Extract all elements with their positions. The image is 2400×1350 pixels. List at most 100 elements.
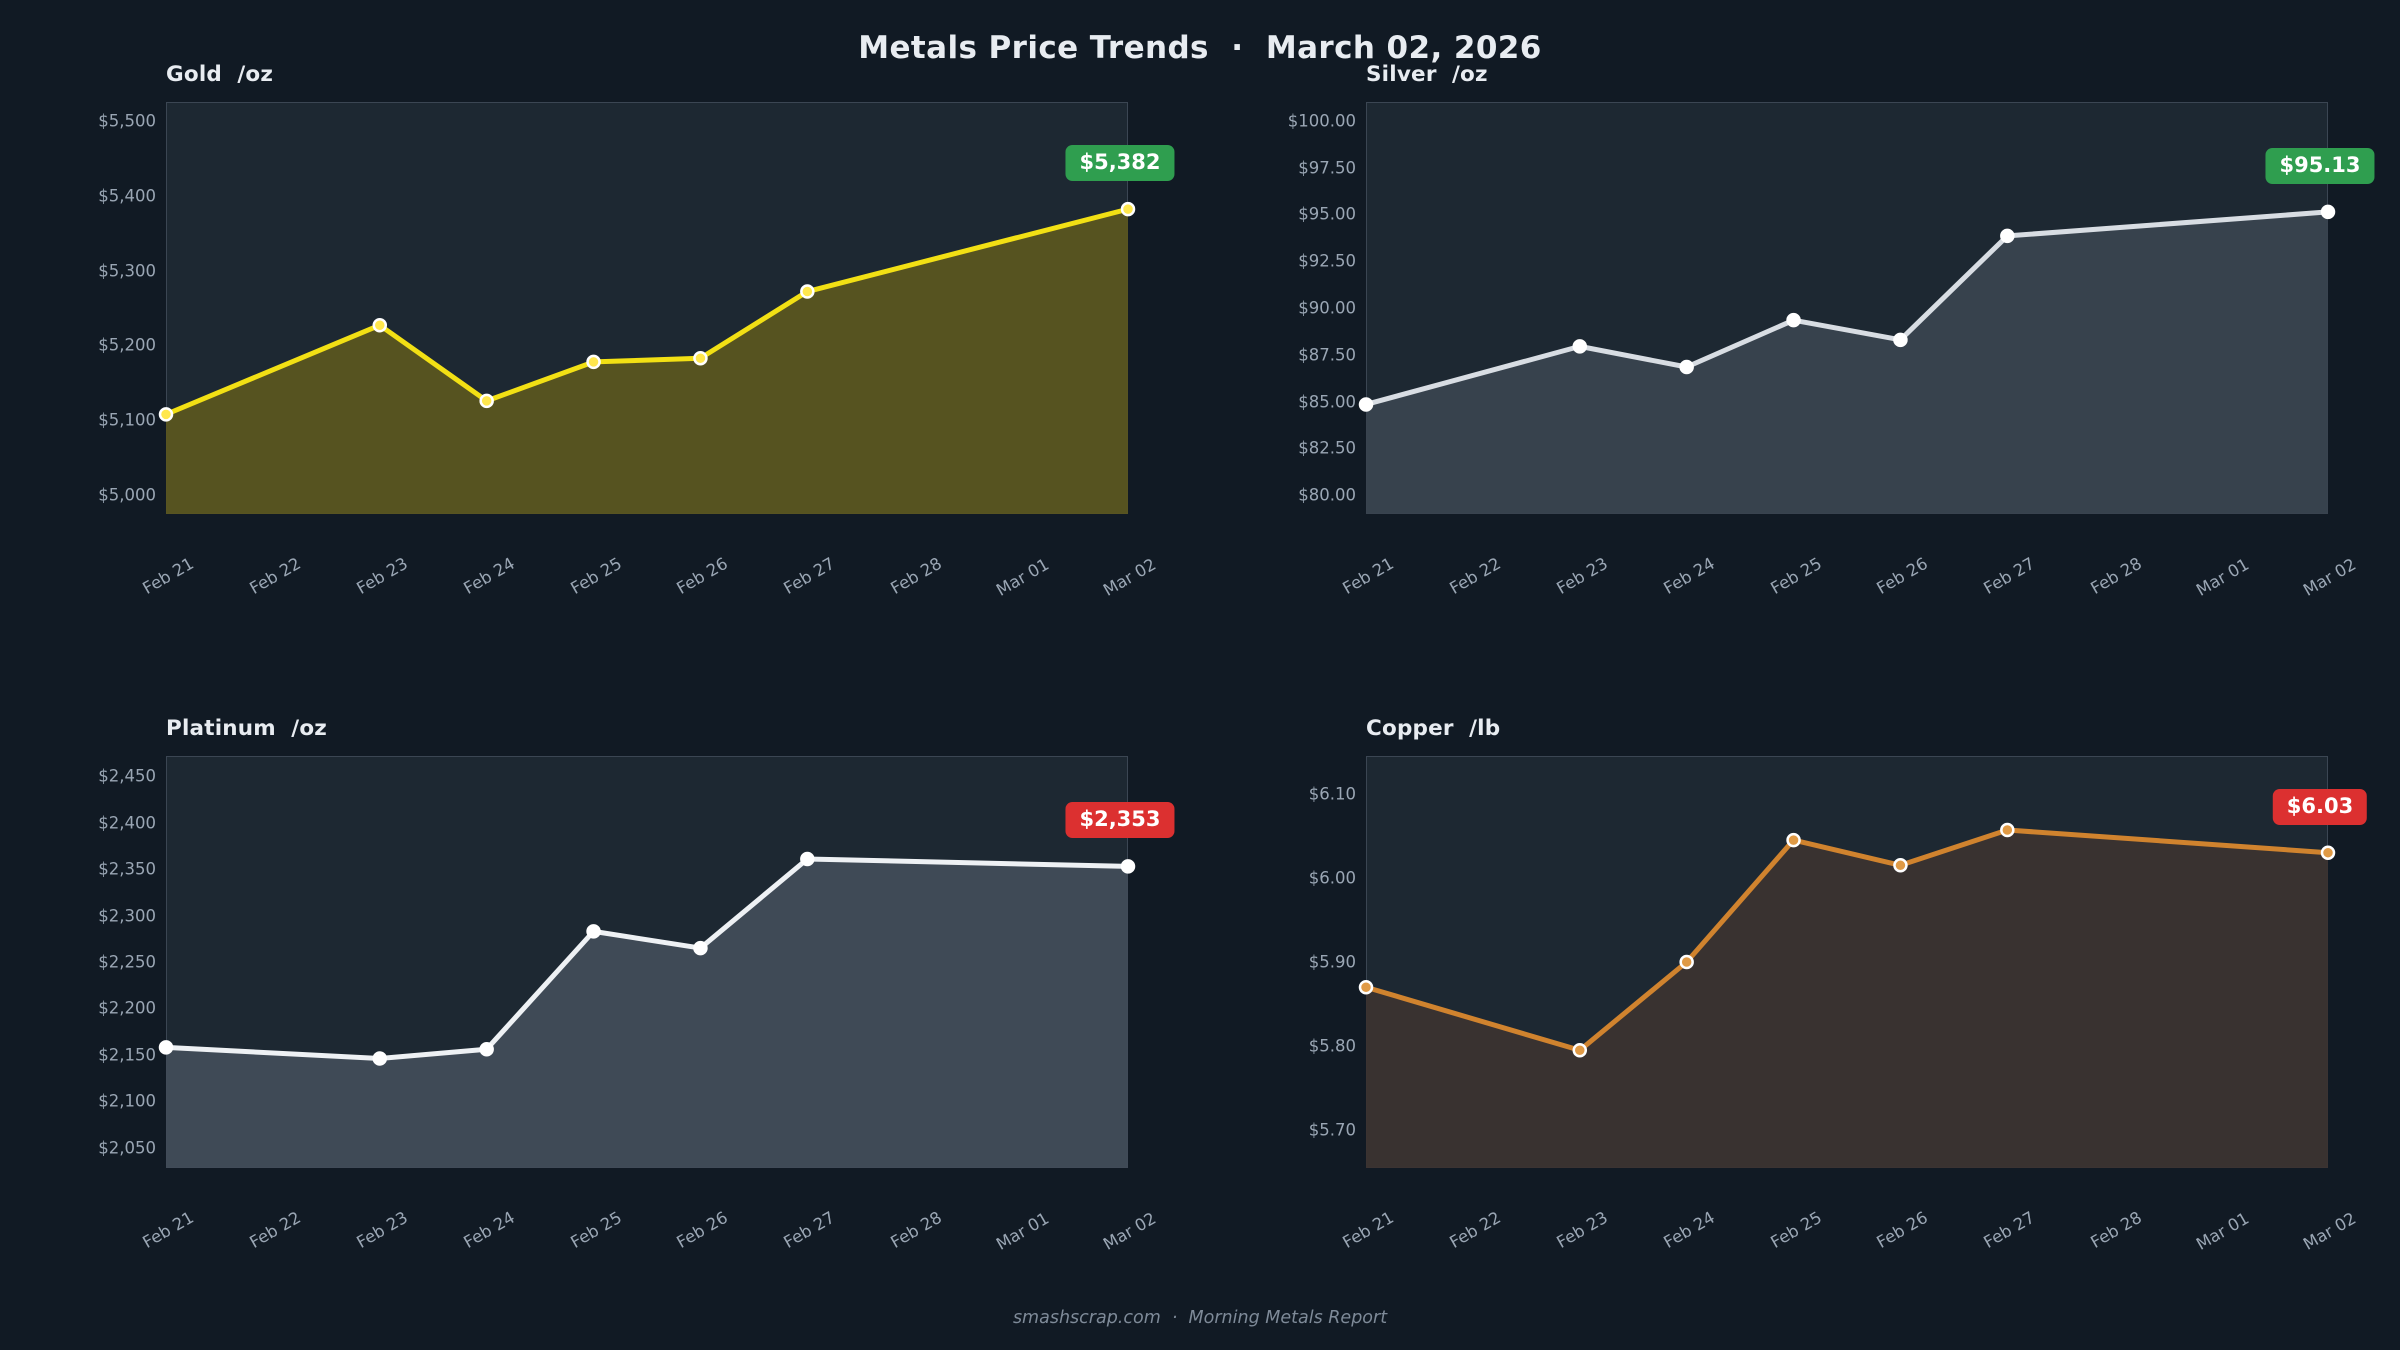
- x-tick-label: Mar 02: [1099, 1208, 1160, 1254]
- panel-title-silver: Silver /oz: [1366, 62, 1488, 87]
- x-tick-label: Feb 21: [139, 553, 197, 598]
- last-value-badge-platinum: $2,353: [1065, 802, 1175, 839]
- last-value-badge-silver: $95.13: [2265, 147, 2375, 184]
- series-layer-copper: [1358, 822, 2336, 1168]
- data-point-marker[interactable]: [800, 851, 815, 867]
- series-layer-gold: [158, 201, 1136, 514]
- x-tick-label: Mar 01: [993, 1208, 1053, 1254]
- data-point-marker[interactable]: [2000, 822, 2015, 838]
- y-tick-label: $5,100: [98, 410, 156, 430]
- data-point-marker[interactable]: [372, 1051, 388, 1066]
- page-title: Metals Price Trends · March 02, 2026: [858, 30, 1542, 66]
- x-tick-label: Feb 24: [1660, 553, 1718, 598]
- x-tick-label: Mar 01: [993, 554, 1053, 600]
- plot-area-copper: $5.70 $5.80 $5.90 $6.00 $6.10 Feb 21 Feb 22 Feb…: [1309, 756, 2368, 1254]
- data-point-marker[interactable]: [158, 407, 174, 422]
- x-tick-label: Feb 25: [1766, 1207, 1825, 1252]
- footer-caption: smashscrap.com · Morning Metals Report: [1012, 1308, 1388, 1328]
- data-point-marker[interactable]: [693, 940, 708, 956]
- x-tick-label: Feb 23: [353, 1207, 411, 1252]
- x-tick-label: Feb 23: [353, 553, 411, 598]
- series-layer-silver: [1358, 204, 2336, 515]
- data-point-marker[interactable]: [1893, 332, 1908, 348]
- data-point-marker[interactable]: [1679, 954, 1694, 970]
- x-tick-label: Mar 02: [2299, 1208, 2360, 1254]
- area-fill: [1366, 829, 2328, 1168]
- y-tick-label: $80.00: [1298, 485, 1356, 505]
- x-tick-label: Feb 26: [673, 1207, 732, 1252]
- data-point-marker[interactable]: [1893, 858, 1908, 873]
- data-point-marker[interactable]: [372, 317, 388, 333]
- y-tick-label: $5,200: [98, 335, 156, 355]
- plot-area-gold: $5,000 $5,100 $5,200 $5,300 $5,400 $5,500 Feb …: [98, 102, 1175, 600]
- y-tick-label: $2,400: [98, 813, 156, 833]
- y-tick-label: $100.00: [1287, 111, 1356, 131]
- data-point-marker[interactable]: [693, 350, 708, 366]
- x-tick-label: Mar 01: [2193, 554, 2253, 600]
- series-layer-platinum: [158, 851, 1136, 1168]
- data-point-marker[interactable]: [800, 284, 815, 299]
- data-point-marker[interactable]: [1786, 832, 1801, 848]
- x-tick-label: Feb 26: [673, 553, 732, 598]
- y-tick-label: $2,200: [98, 998, 156, 1018]
- x-tick-label: Mar 01: [2193, 1208, 2253, 1254]
- data-point-marker[interactable]: [2000, 228, 2015, 244]
- y-tick-label: $87.50: [1298, 345, 1356, 365]
- y-tick-label: $5.90: [1308, 952, 1356, 972]
- y-tick-label: $2,250: [98, 952, 156, 972]
- y-tick-label: $97.50: [1298, 158, 1356, 178]
- y-tick-label: $90.00: [1298, 298, 1356, 318]
- data-point-marker[interactable]: [1786, 312, 1801, 328]
- y-tick-label: $5,400: [98, 186, 156, 206]
- x-tick-label: Feb 24: [1660, 1207, 1718, 1252]
- y-tick-label: $2,450: [98, 766, 156, 786]
- area-fill: [1366, 211, 2328, 515]
- y-tick-label: $82.50: [1298, 438, 1356, 458]
- x-tick-label: Feb 23: [1553, 1207, 1611, 1252]
- x-tick-label: Feb 27: [1980, 1207, 2039, 1252]
- y-tick-label: $2,150: [98, 1045, 156, 1065]
- data-point-marker[interactable]: [2320, 204, 2336, 220]
- data-point-marker[interactable]: [1358, 979, 1374, 995]
- y-tick-label: $6.10: [1308, 784, 1356, 804]
- x-tick-label: Feb 28: [2087, 553, 2146, 598]
- x-tick-label: Feb 22: [246, 553, 304, 598]
- data-point-marker[interactable]: [479, 393, 494, 409]
- y-tick-label: $6.00: [1308, 868, 1356, 888]
- y-tick-label: $95.00: [1298, 204, 1356, 224]
- data-point-marker[interactable]: [2320, 845, 2336, 860]
- data-point-marker[interactable]: [1120, 201, 1136, 217]
- x-tick-label: Feb 27: [780, 1207, 839, 1252]
- x-tick-label: Feb 25: [566, 553, 625, 598]
- data-point-marker[interactable]: [1120, 859, 1136, 874]
- data-point-marker[interactable]: [1358, 397, 1374, 412]
- y-tick-label: $92.50: [1298, 251, 1356, 271]
- x-tick-label: Feb 25: [566, 1207, 625, 1252]
- x-tick-label: Feb 21: [1339, 553, 1397, 598]
- area-fill: [166, 859, 1128, 1168]
- panel-title-copper: Copper /lb: [1366, 716, 1501, 741]
- x-tick-label: Feb 25: [1766, 553, 1825, 598]
- data-point-marker[interactable]: [158, 1040, 174, 1055]
- x-tick-label: Feb 28: [2087, 1207, 2146, 1252]
- y-tick-label: $2,050: [98, 1138, 156, 1158]
- x-tick-label: Feb 22: [1446, 1207, 1504, 1252]
- y-tick-label: $85.00: [1298, 392, 1356, 412]
- y-tick-label: $5,500: [98, 111, 156, 131]
- panel-title-gold: Gold /oz: [166, 62, 274, 87]
- data-point-marker[interactable]: [479, 1041, 494, 1057]
- data-point-marker[interactable]: [586, 924, 601, 939]
- data-point-marker[interactable]: [586, 354, 601, 370]
- y-tick-label: $5,000: [98, 485, 156, 505]
- panel-platinum: Platinum /oz $2,050 $2,100 $2,150 $2,200 $2,2…: [98, 716, 1175, 1276]
- x-tick-label: Feb 24: [460, 1207, 518, 1252]
- panel-title-platinum: Platinum /oz: [166, 716, 328, 741]
- y-tick-label: $2,100: [98, 1091, 156, 1111]
- data-point-marker[interactable]: [1679, 359, 1694, 375]
- y-tick-label: $5.70: [1308, 1120, 1356, 1140]
- data-point-marker[interactable]: [1572, 1043, 1588, 1058]
- y-tick-label: $2,300: [98, 906, 156, 926]
- data-point-marker[interactable]: [1572, 339, 1588, 354]
- x-tick-label: Feb 26: [1873, 553, 1932, 598]
- y-tick-label: $5,300: [98, 261, 156, 281]
